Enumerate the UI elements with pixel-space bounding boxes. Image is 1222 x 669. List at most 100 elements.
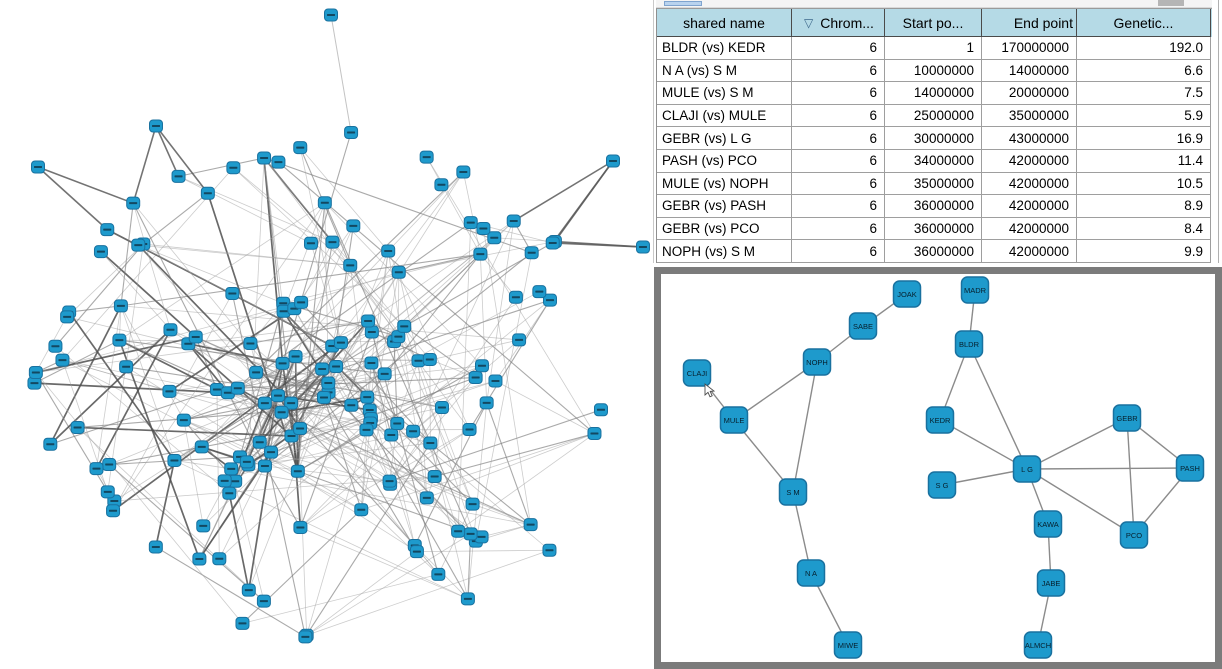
network-node[interactable]: PCO xyxy=(1119,521,1149,549)
network-node[interactable] xyxy=(89,462,104,476)
network-node[interactable] xyxy=(293,520,308,534)
network-node[interactable] xyxy=(31,160,45,174)
network-node[interactable] xyxy=(524,246,539,260)
network-node[interactable] xyxy=(542,293,557,307)
network-node[interactable] xyxy=(290,464,305,478)
network-node[interactable]: S G xyxy=(927,471,957,499)
network-node[interactable]: GEBR xyxy=(1112,404,1142,432)
table-row[interactable]: PASH (vs) PCO 6 34000000 42000000 11.4 xyxy=(657,149,1212,173)
network-node[interactable] xyxy=(60,310,75,324)
network-node[interactable] xyxy=(512,333,527,347)
network-node[interactable] xyxy=(48,339,63,353)
network-node[interactable] xyxy=(636,240,650,254)
network-node[interactable] xyxy=(188,330,203,344)
network-node[interactable] xyxy=(479,396,494,410)
network-node[interactable] xyxy=(423,436,438,450)
network-node[interactable] xyxy=(346,219,361,233)
network-node[interactable] xyxy=(167,453,182,467)
network-node[interactable] xyxy=(506,214,521,228)
network-node[interactable]: MADR xyxy=(960,276,990,304)
network-node[interactable]: N A xyxy=(796,559,826,587)
network-node[interactable]: PASH xyxy=(1175,454,1205,482)
network-node[interactable] xyxy=(474,359,489,373)
network-node[interactable] xyxy=(163,323,178,337)
network-node[interactable] xyxy=(100,485,115,499)
network-node[interactable] xyxy=(434,401,449,415)
network-node[interactable] xyxy=(542,543,557,557)
network-node[interactable] xyxy=(149,119,163,133)
network-node[interactable] xyxy=(148,540,163,554)
network-node[interactable] xyxy=(384,428,399,442)
network-node[interactable] xyxy=(196,519,211,533)
network-node[interactable] xyxy=(364,325,379,339)
network-node[interactable] xyxy=(523,518,538,532)
network-node[interactable] xyxy=(463,216,478,230)
network-node[interactable] xyxy=(225,286,240,300)
table-row[interactable]: NOPH (vs) S M 6 36000000 42000000 9.9 xyxy=(657,240,1212,263)
hscroll-thumb[interactable] xyxy=(664,1,702,6)
network-node[interactable]: ALMCH xyxy=(1023,631,1053,659)
network-node[interactable] xyxy=(382,474,397,488)
column-header-shared-name[interactable]: shared name xyxy=(657,9,792,37)
network-node[interactable] xyxy=(488,374,503,388)
column-header-genetic[interactable]: Genetic... xyxy=(1077,9,1211,37)
network-node[interactable] xyxy=(476,221,491,235)
network-node[interactable] xyxy=(473,247,488,261)
subnetwork-canvas[interactable]: JOAK SABE NOPH CLAJI MULE S M N A MIWE MADR BLDR K… xyxy=(661,274,1215,662)
table-row[interactable]: N A (vs) S M 6 10000000 14000000 6.6 xyxy=(657,59,1212,83)
network-node[interactable] xyxy=(321,376,336,390)
network-node[interactable] xyxy=(460,592,475,606)
network-node[interactable] xyxy=(93,245,108,259)
network-node[interactable] xyxy=(55,353,70,367)
network-node[interactable] xyxy=(192,552,207,566)
network-node[interactable] xyxy=(409,545,424,559)
network-node[interactable] xyxy=(303,236,318,250)
network-node[interactable] xyxy=(257,151,272,165)
network-node[interactable] xyxy=(252,435,267,449)
table-row[interactable]: MULE (vs) S M 6 14000000 20000000 7.5 xyxy=(657,82,1212,105)
network-node[interactable] xyxy=(176,413,191,427)
network-node[interactable]: SABE xyxy=(848,312,878,340)
network-node[interactable] xyxy=(354,503,369,517)
table-row[interactable]: CLAJI (vs) MULE 6 25000000 35000000 5.9 xyxy=(657,104,1212,128)
network-node[interactable] xyxy=(411,354,426,368)
network-node[interactable] xyxy=(316,390,331,404)
network-node[interactable] xyxy=(106,504,121,518)
network-node[interactable] xyxy=(217,474,232,488)
network-node[interactable] xyxy=(119,360,134,374)
network-node[interactable] xyxy=(235,616,250,630)
network-node[interactable] xyxy=(545,236,560,250)
network-node[interactable]: BLDR xyxy=(954,330,984,358)
network-node[interactable]: CLAJI xyxy=(682,359,712,387)
network-node[interactable]: MULE xyxy=(719,406,749,434)
network-node[interactable]: MIWE xyxy=(833,631,863,659)
network-node[interactable] xyxy=(381,244,396,258)
network-node[interactable] xyxy=(228,474,243,488)
network-node[interactable] xyxy=(293,422,308,436)
network-node[interactable] xyxy=(70,420,85,434)
network-edge[interactable] xyxy=(968,343,1028,470)
network-node[interactable] xyxy=(194,440,209,454)
network-node[interactable] xyxy=(112,333,127,347)
network-edge[interactable] xyxy=(1126,417,1135,536)
network-node[interactable]: S M xyxy=(778,478,808,506)
network-node[interactable] xyxy=(451,524,466,538)
network-node[interactable] xyxy=(593,403,608,417)
table-row[interactable]: GEBR (vs) PASH 6 36000000 42000000 8.9 xyxy=(657,195,1212,218)
network-node[interactable] xyxy=(264,445,279,459)
column-header-start-point[interactable]: Start po... xyxy=(885,9,982,37)
network-node[interactable] xyxy=(462,423,477,437)
network-node[interactable] xyxy=(257,396,272,410)
network-node[interactable]: NOPH xyxy=(802,348,832,376)
network-node[interactable] xyxy=(532,285,547,299)
network-node[interactable] xyxy=(239,455,254,469)
network-node[interactable] xyxy=(288,349,303,363)
network-node[interactable] xyxy=(317,196,332,210)
network-edge[interactable] xyxy=(1026,417,1128,470)
network-node[interactable] xyxy=(422,352,437,366)
network-node[interactable] xyxy=(126,196,141,210)
network-node[interactable] xyxy=(102,458,117,472)
table-row[interactable]: BLDR (vs) KEDR 6 1 170000000 192.0 xyxy=(657,37,1212,60)
filter-icon[interactable]: ▽ xyxy=(804,15,814,30)
network-node[interactable] xyxy=(329,360,344,374)
